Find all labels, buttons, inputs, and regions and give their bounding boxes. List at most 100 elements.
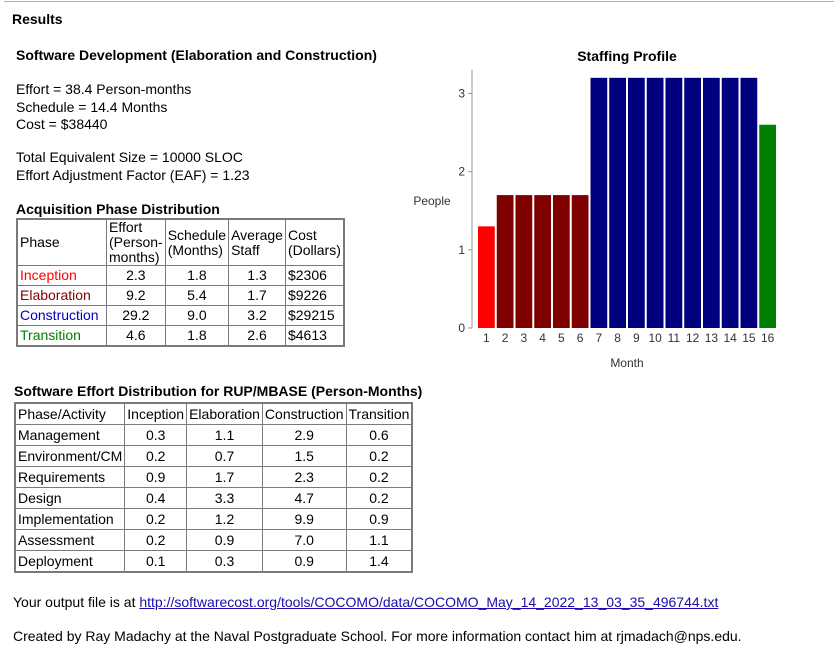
x-tick-label: 9 <box>633 331 640 345</box>
value-cell: 2.9 <box>261 424 347 446</box>
value-cell: 2.3 <box>261 466 347 488</box>
x-tick-label: 5 <box>558 331 565 345</box>
y-tick-label: 2 <box>458 165 465 179</box>
eaf-line: Effort Adjustment Factor (EAF) = 1.23 <box>16 166 250 183</box>
schedule-cell: 1.8 <box>164 265 230 286</box>
rup-table: Phase/Activity Inception Elaboration Constr… <box>14 402 414 573</box>
x-tick-label: 3 <box>521 331 528 345</box>
staffing-bar <box>515 195 533 328</box>
staffing-bar <box>590 77 608 328</box>
staffing-bar <box>721 77 739 328</box>
x-tick-label: 2 <box>502 331 509 345</box>
staffing-bar <box>684 77 701 328</box>
size-line: Total Equivalent Size = 10000 SLOC <box>16 149 243 165</box>
table-row: Implementation 0.2 1.2 9.9 0.9 <box>14 508 413 530</box>
staffing-bar <box>759 124 776 329</box>
value-cell: 0.6 <box>345 424 413 446</box>
staffing-bar <box>628 77 645 328</box>
schedule-cell: 1.8 <box>164 325 230 347</box>
table-row: Management 0.3 1.1 2.9 0.6 <box>14 424 413 446</box>
schedule-cell: 5.4 <box>164 285 230 306</box>
staffing-bar <box>665 77 683 328</box>
acquisition-title: Acquisition Phase Distribution <box>16 201 220 217</box>
output-file-line: Your output file is at http://softwareco… <box>13 594 718 610</box>
chart-title: Staffing Profile <box>577 48 677 64</box>
x-tick-label: 4 <box>539 331 546 345</box>
effort-cell: 9.2 <box>106 285 166 306</box>
x-tick-label: 7 <box>596 331 603 345</box>
table-row: Construction 29.2 9.0 3.2 $29215 <box>16 305 345 326</box>
top-divider <box>4 1 834 2</box>
activity-cell: Management <box>14 424 126 446</box>
staffing-bar <box>609 77 626 328</box>
header-effort: Effort (Person-months) <box>106 218 166 266</box>
x-tick-label: 6 <box>577 331 584 345</box>
value-cell: 0.2 <box>345 466 413 488</box>
rup-header-cell: Elaboration <box>186 402 263 425</box>
y-axis-label: People <box>413 194 451 208</box>
value-cell: 0.1 <box>124 550 188 573</box>
value-cell: 0.2 <box>124 445 188 467</box>
staff-cell: 2.6 <box>228 325 286 347</box>
staff-cell: 1.7 <box>228 285 286 306</box>
activity-cell: Environment/CM <box>14 445 126 467</box>
value-cell: 0.3 <box>186 550 263 573</box>
x-tick-label: 11 <box>668 331 681 345</box>
acquisition-table: Phase Effort (Person-months) Schedule (Mon… <box>16 218 345 347</box>
table-row: Environment/CM 0.2 0.7 1.5 0.2 <box>14 445 413 467</box>
rup-title: Software Effort Distribution for RUP/MBA… <box>14 383 423 399</box>
phase-cell: Transition <box>16 325 107 347</box>
staffing-bar <box>496 195 514 328</box>
phase-cell: Construction <box>16 305 107 326</box>
effort-cell: 2.3 <box>106 265 166 286</box>
activity-cell: Implementation <box>14 508 126 530</box>
value-cell: 1.7 <box>186 466 263 488</box>
x-tick-label: 15 <box>742 331 756 345</box>
x-tick-label: 14 <box>723 331 737 345</box>
staffing-bar <box>646 77 664 328</box>
x-tick-label: 1 <box>483 331 490 345</box>
value-cell: 1.5 <box>261 445 347 467</box>
output-file-link[interactable]: http://softwarecost.org/tools/COCOMO/dat… <box>139 594 719 610</box>
activity-cell: Design <box>14 487 126 509</box>
value-cell: 3.3 <box>186 487 263 509</box>
table-row: Design 0.4 3.3 4.7 0.2 <box>14 487 413 509</box>
x-tick-label: 12 <box>686 331 700 345</box>
schedule-cell: 9.0 <box>164 305 230 326</box>
phase-cell: Elaboration <box>16 285 107 306</box>
cost-cell: $2306 <box>284 265 345 286</box>
x-axis-label: Month <box>610 356 643 370</box>
x-tick-label: 16 <box>761 331 775 345</box>
x-tick-label: 8 <box>614 331 621 345</box>
value-cell: 1.2 <box>186 508 263 530</box>
cost-cell: $4613 <box>284 325 345 347</box>
effort-cell: 4.6 <box>106 325 166 347</box>
value-cell: 1.4 <box>345 550 413 573</box>
cost-line: Cost = $38440 <box>16 116 108 132</box>
section-title: Software Development (Elaboration and Co… <box>16 47 377 63</box>
results-heading: Results <box>12 11 63 27</box>
y-tick-label: 1 <box>458 243 465 257</box>
cost-cell: $9226 <box>284 285 345 306</box>
activity-cell: Requirements <box>14 466 126 488</box>
output-prefix: Your output file is at <box>13 594 140 610</box>
table-header-row: Phase Effort (Person-months) Schedule (Mon… <box>16 218 345 266</box>
effort-line: Effort = 38.4 Person-months <box>16 81 192 97</box>
table-row: Elaboration 9.2 5.4 1.7 $9226 <box>16 285 345 306</box>
staffing-bar <box>553 195 570 328</box>
table-row: Requirements 0.9 1.7 2.3 0.2 <box>14 466 413 488</box>
staffing-bar <box>740 77 758 328</box>
value-cell: 0.9 <box>261 550 347 573</box>
x-tick-label: 13 <box>705 331 719 345</box>
value-cell: 1.1 <box>345 529 413 551</box>
value-cell: 0.4 <box>124 487 188 509</box>
rup-header-cell: Construction <box>261 402 347 425</box>
value-cell: 0.2 <box>124 529 188 551</box>
value-cell: 0.2 <box>345 445 413 467</box>
size-block: Total Equivalent Size = 10000 SLOC Effor… <box>16 149 250 184</box>
cost-cell: $29215 <box>284 305 345 326</box>
table-header-row: Phase/Activity Inception Elaboration Constr… <box>14 402 413 425</box>
staff-cell: 1.3 <box>228 265 286 286</box>
staff-cell: 3.2 <box>228 305 286 326</box>
